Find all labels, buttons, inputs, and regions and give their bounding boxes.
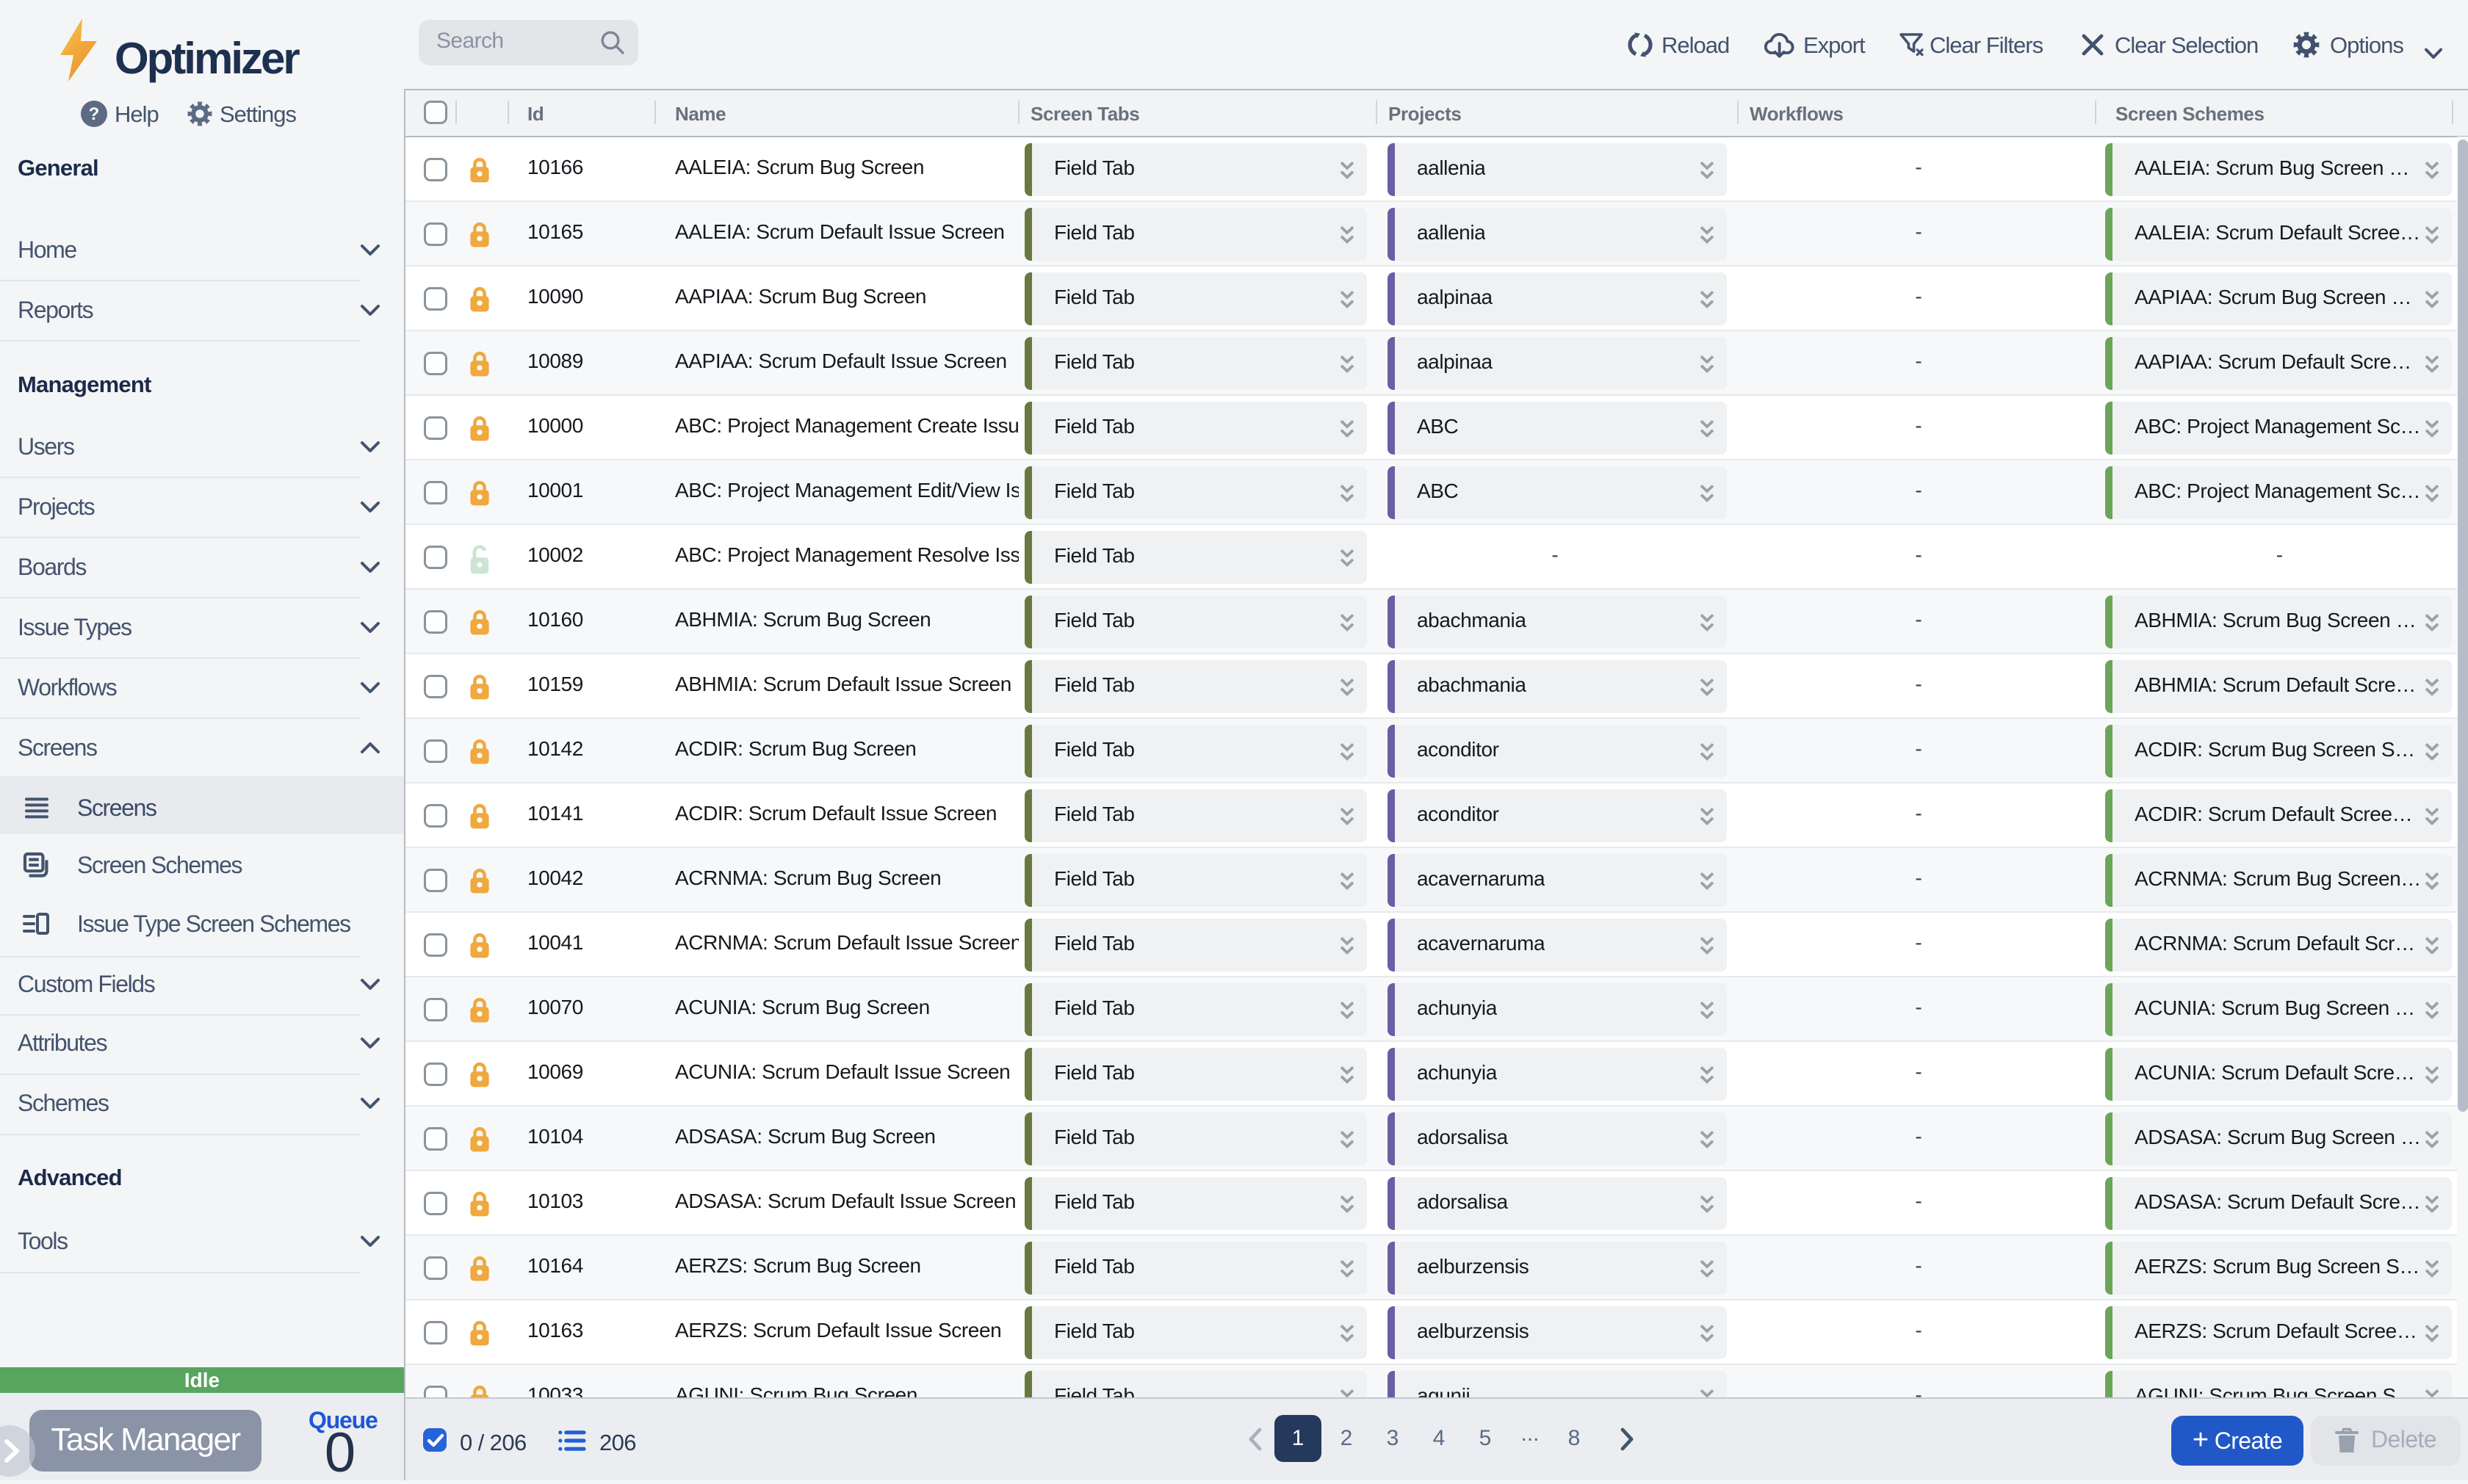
svg-text:?: ? xyxy=(89,104,100,124)
